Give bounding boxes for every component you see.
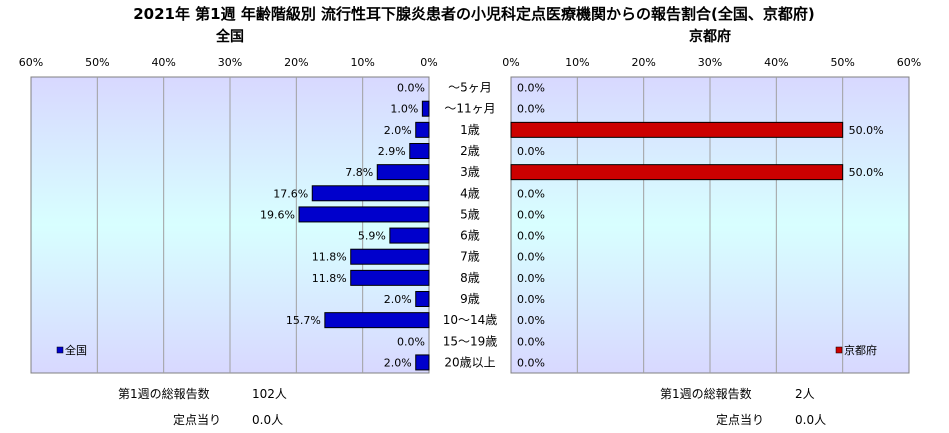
- kyoto-value-label: 0.0%: [517, 272, 545, 285]
- national-value-label: 11.8%: [312, 251, 347, 264]
- category-label: ～11ヶ月: [444, 102, 495, 116]
- national-bar: [415, 354, 430, 371]
- chart-title: 2021年 第1週 年齢階級別 流行性耳下腺炎患者の小児科定点医療機関からの報告…: [133, 5, 815, 23]
- category-label: 8歳: [460, 271, 480, 285]
- kyoto-legend-label: 京都府: [844, 343, 877, 357]
- kyoto-value-label: 0.0%: [517, 187, 545, 200]
- national-value-label: 0.0%: [397, 335, 425, 348]
- national-subtitle: 全国: [215, 28, 244, 45]
- category-label: 9歳: [460, 292, 480, 306]
- national-value-label: 2.0%: [384, 124, 412, 137]
- kyoto-value-label: 0.0%: [517, 145, 545, 158]
- category-label: 2歳: [460, 144, 480, 158]
- category-label: 3歳: [460, 165, 480, 179]
- kyoto-legend-swatch: [835, 346, 843, 354]
- national-legend-swatch: [56, 346, 64, 354]
- kyoto-per-label: 定点当り: [716, 412, 764, 427]
- kyoto-bar: [510, 121, 844, 138]
- national-total-label: 第1週の総報告数: [118, 386, 210, 401]
- kyoto-value-label: 0.0%: [517, 251, 545, 264]
- national-tick-label: 30%: [218, 56, 242, 69]
- national-value-label: 0.0%: [397, 82, 425, 95]
- national-tick-label: 10%: [350, 56, 374, 69]
- national-bar: [409, 143, 430, 159]
- kyoto-value-label: 0.0%: [517, 356, 545, 369]
- kyoto-value-label: 0.0%: [517, 230, 545, 243]
- category-label: 7歳: [460, 250, 480, 264]
- national-bar: [324, 312, 430, 329]
- kyoto-tick-label: 0%: [502, 56, 519, 69]
- category-label: 10～14歳: [443, 313, 498, 327]
- national-bar: [298, 206, 430, 223]
- kyoto-tick-label: 10%: [565, 56, 589, 69]
- national-value-label: 19.6%: [260, 208, 295, 221]
- category-label: 15～19歳: [443, 334, 498, 348]
- category-axis: ～5ヶ月 ～11ヶ月 1歳 2歳 3歳 4歳 5歳 6歳 7歳 8歳 9歳 10～14歳 15～19歳 2…: [443, 81, 498, 370]
- kyoto-value-label: 50.0%: [849, 124, 884, 137]
- category-label: 1歳: [460, 123, 480, 137]
- national-value-label: 7.8%: [345, 166, 373, 179]
- category-label: 4歳: [460, 186, 480, 200]
- national-tick-label: 20%: [284, 56, 308, 69]
- kyoto-value-label: 0.0%: [517, 103, 545, 116]
- kyoto-chart: 京都府 0% 10% 20% 30% 40% 50% 60% 0.0% 0.0% 50.0% 0.0%…: [502, 28, 921, 374]
- national-value-label: 2.0%: [384, 356, 412, 369]
- national-value-label: 15.7%: [286, 314, 321, 327]
- category-label: 6歳: [460, 229, 480, 243]
- kyoto-tick-label: 30%: [698, 56, 722, 69]
- national-tick-label: 60%: [19, 56, 43, 69]
- kyoto-value-label: 0.0%: [517, 82, 545, 95]
- national-bar: [415, 121, 430, 138]
- national-per-value: 0.0人: [252, 413, 283, 427]
- national-tick-label: 50%: [85, 56, 109, 69]
- national-bar: [350, 269, 430, 286]
- national-chart: 全国 60% 50% 40% 30% 20% 10% 0% 0.0% 1.0% 2.0% 2.9% 7.…: [19, 28, 438, 374]
- kyoto-subtitle: 京都府: [689, 28, 731, 45]
- national-bar: [415, 291, 430, 307]
- kyoto-value-label: 0.0%: [517, 314, 545, 327]
- kyoto-per-value: 0.0人: [795, 413, 826, 427]
- national-bar: [389, 227, 430, 244]
- footer-stats: 第1週の総報告数 102人 定点当り 0.0人 第1週の総報告数 2人 定点当り…: [118, 386, 826, 427]
- kyoto-bar: [510, 164, 844, 181]
- national-per-label: 定点当り: [173, 412, 221, 427]
- national-value-label: 2.0%: [384, 293, 412, 306]
- kyoto-value-label: 0.0%: [517, 335, 545, 348]
- kyoto-value-label: 0.0%: [517, 208, 545, 221]
- kyoto-tick-label: 60%: [897, 56, 921, 69]
- national-value-label: 5.9%: [358, 230, 386, 243]
- national-bar: [376, 164, 430, 181]
- national-bar: [421, 100, 430, 117]
- kyoto-total-value: 2人: [795, 387, 815, 401]
- category-label: ～5ヶ月: [448, 81, 492, 95]
- kyoto-total-label: 第1週の総報告数: [660, 386, 752, 401]
- national-value-label: 1.0%: [390, 103, 418, 116]
- kyoto-tick-label: 20%: [631, 56, 655, 69]
- category-label: 5歳: [460, 207, 480, 221]
- national-bar: [350, 248, 430, 265]
- category-label: 20歳以上: [444, 355, 495, 369]
- national-legend-label: 全国: [65, 343, 87, 357]
- national-value-label: 11.8%: [312, 272, 347, 285]
- kyoto-value-label: 50.0%: [849, 166, 884, 179]
- kyoto-tick-label: 50%: [830, 56, 854, 69]
- national-value-label: 17.6%: [273, 187, 308, 200]
- national-bar: [311, 185, 430, 202]
- kyoto-value-label: 0.0%: [517, 293, 545, 306]
- national-tick-label: 0%: [420, 56, 437, 69]
- kyoto-tick-label: 40%: [764, 56, 788, 69]
- national-value-label: 2.9%: [378, 145, 406, 158]
- national-tick-label: 40%: [151, 56, 175, 69]
- national-total-value: 102人: [252, 387, 287, 401]
